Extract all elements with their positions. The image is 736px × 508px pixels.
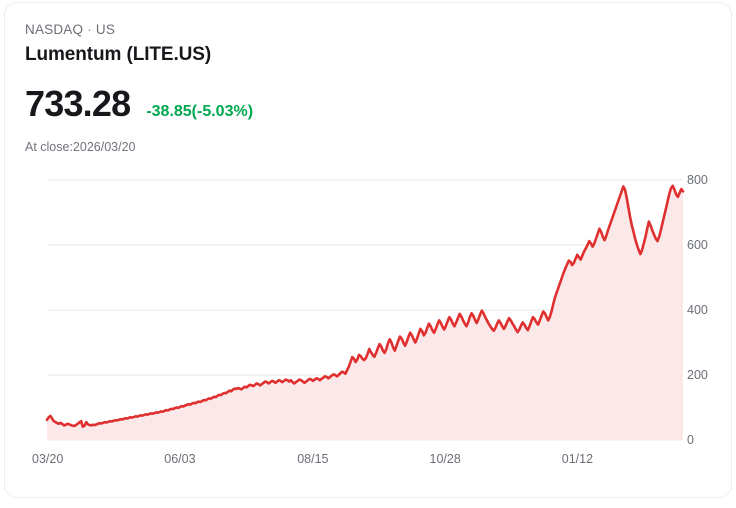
y-axis-tick-label: 800 — [687, 173, 708, 187]
exchange-region-row: NASDAQ · US — [25, 21, 711, 39]
price-change: -38.85(-5.03%) — [146, 103, 254, 120]
region-label: US — [95, 22, 116, 37]
chart-line — [45, 184, 685, 428]
x-axis-tick-label: 08/15 — [297, 452, 329, 466]
chart-area-fill — [47, 185, 683, 440]
x-axis-tick-label: 10/28 — [429, 452, 461, 466]
x-axis-labels: 03/20 06/03 08/15 10/28 01/12 — [5, 451, 731, 471]
price-row: 733.28 -38.85(-5.03%) — [25, 84, 711, 124]
x-axis-tick-label: 03/20 — [32, 452, 64, 466]
quote-header: NASDAQ · US Lumentum (LITE.US) 733.28 -38.… — [25, 21, 711, 155]
market-status-note: At close:2026/03/20 — [25, 140, 136, 154]
stock-quote-card: NASDAQ · US Lumentum (LITE.US) 733.28 -38.… — [4, 2, 732, 498]
page-title: Lumentum (LITE.US) — [25, 44, 212, 65]
y-axis-tick-label: 600 — [687, 238, 708, 252]
x-axis-tick-label: 06/03 — [164, 452, 196, 466]
x-axis-tick-label: 01/12 — [561, 452, 594, 466]
exchange-label: NASDAQ — [25, 22, 84, 37]
price-chart-svg — [45, 179, 685, 441]
current-price: 733.28 — [25, 83, 131, 124]
y-axis-labels: 0 200 400 600 800 — [687, 163, 731, 453]
bullet-separator-icon: · — [87, 22, 92, 37]
y-axis-tick-label: 200 — [687, 368, 708, 382]
y-axis-tick-label: 0 — [687, 433, 694, 447]
price-chart[interactable]: 0 200 400 600 800 03/20 06/03 08/15 10/28 01/12 — [5, 163, 731, 483]
y-axis-tick-label: 400 — [687, 303, 708, 317]
